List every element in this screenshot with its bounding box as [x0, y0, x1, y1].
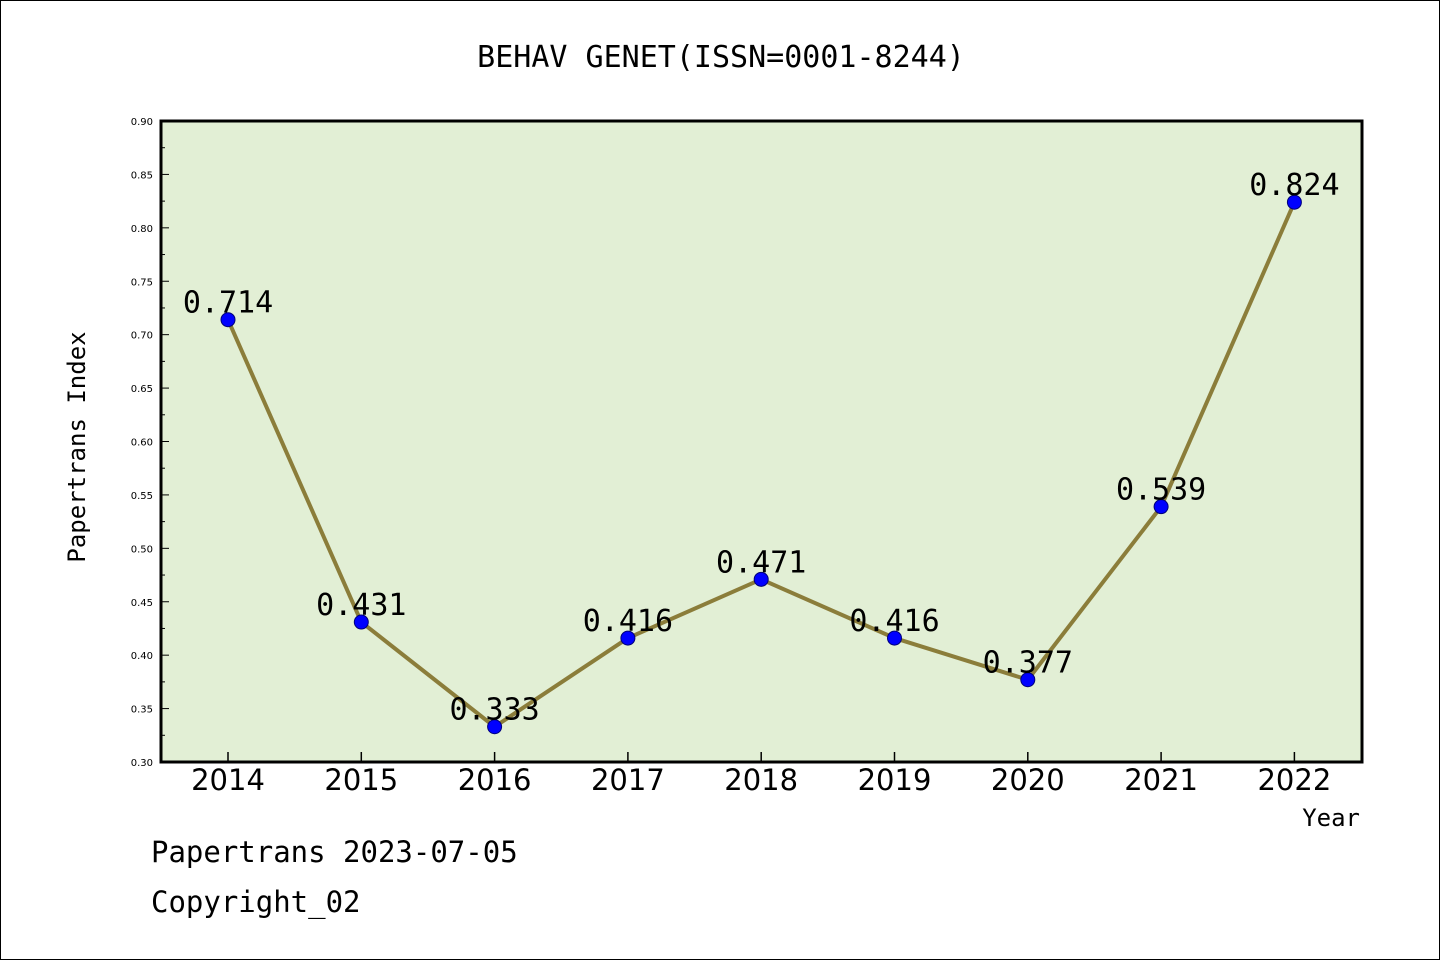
data-label: 0.824	[1249, 168, 1339, 203]
y-axis-label: Papertrans Index	[63, 331, 91, 562]
x-tick-label: 2022	[1257, 763, 1331, 797]
footer-date: Papertrans 2023-07-05	[151, 835, 518, 869]
x-tick-label: 2018	[724, 763, 798, 797]
data-labels: 0.714 0.431 0.333 0.416 0.471 0.416 0.377 0.539…	[183, 168, 1340, 728]
y-tick-label: 0.35	[131, 705, 153, 716]
data-label: 0.416	[849, 604, 939, 639]
data-label: 0.539	[1116, 473, 1206, 508]
y-tick-label: 0.70	[131, 331, 153, 342]
y-tick-label: 0.60	[131, 438, 153, 449]
data-point	[1153, 499, 1169, 515]
plot-area	[159, 119, 1364, 764]
x-axis: 2014 2015 2016 2017 2018 2019 2020 2021 2022	[191, 752, 1331, 797]
data-label: 0.333	[449, 693, 539, 728]
y-tick-label: 0.30	[131, 758, 153, 769]
x-tick-label: 2014	[191, 763, 265, 797]
footer-copyright: Copyright_02	[151, 885, 361, 919]
y-tick-label: 0.90	[131, 117, 153, 128]
data-point	[1286, 194, 1302, 210]
y-tick-label: 0.55	[131, 491, 153, 502]
y-tick-label: 0.65	[131, 384, 153, 395]
y-tick-label: 0.40	[131, 651, 153, 662]
y-tick-label: 0.45	[131, 598, 153, 609]
data-label: 0.377	[983, 646, 1073, 681]
data-label: 0.714	[183, 286, 273, 321]
data-point	[1020, 672, 1036, 688]
y-tick-label: 0.50	[131, 544, 153, 555]
y-axis: 0.30 0.35 0.40 0.45 0.50 0.55 0.60 0.65 0.70 0.75…	[131, 117, 169, 769]
y-tick-label: 0.80	[131, 224, 153, 235]
y-tick-label: 0.85	[131, 170, 153, 181]
series-markers	[220, 194, 1302, 735]
chart-title: BEHAV GENET(ISSN=0001-8244)	[477, 40, 965, 75]
data-point	[887, 630, 902, 646]
data-label: 0.431	[316, 588, 406, 623]
data-label: 0.416	[583, 604, 673, 639]
x-tick-label: 2020	[991, 763, 1065, 797]
data-point	[353, 614, 369, 630]
data-label: 0.471	[716, 545, 806, 580]
data-point	[487, 719, 503, 735]
data-point	[220, 312, 236, 328]
x-axis-label: Year	[1302, 804, 1360, 832]
x-tick-label: 2017	[591, 763, 665, 797]
data-point	[620, 630, 636, 646]
x-tick-label: 2019	[858, 763, 932, 797]
x-tick-label: 2021	[1124, 763, 1198, 797]
y-tick-label: 0.75	[131, 277, 153, 288]
x-tick-label: 2016	[458, 763, 532, 797]
x-tick-label: 2015	[324, 763, 398, 797]
data-point	[753, 571, 769, 587]
